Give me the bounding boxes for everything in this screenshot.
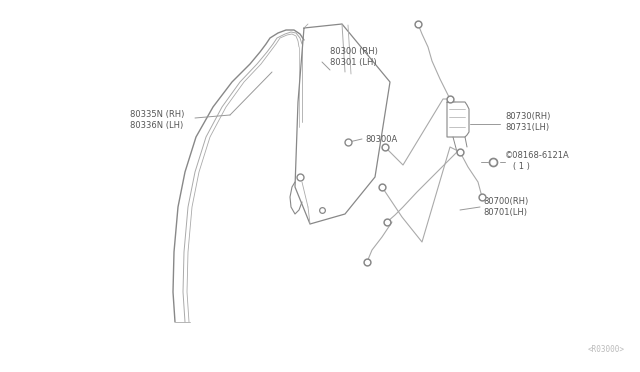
- Text: 80700(RH)
80701(LH): 80700(RH) 80701(LH): [483, 197, 528, 217]
- Text: 80335N (RH)
80336N (LH): 80335N (RH) 80336N (LH): [130, 110, 184, 130]
- Text: 80300A: 80300A: [365, 135, 397, 144]
- Text: 80730(RH)
80731(LH): 80730(RH) 80731(LH): [505, 112, 550, 132]
- Text: <R03000>: <R03000>: [588, 345, 625, 354]
- Text: 80300 (RH)
80301 (LH): 80300 (RH) 80301 (LH): [330, 47, 378, 67]
- Text: ©08168-6121A
   ( 1 ): ©08168-6121A ( 1 ): [505, 151, 570, 171]
